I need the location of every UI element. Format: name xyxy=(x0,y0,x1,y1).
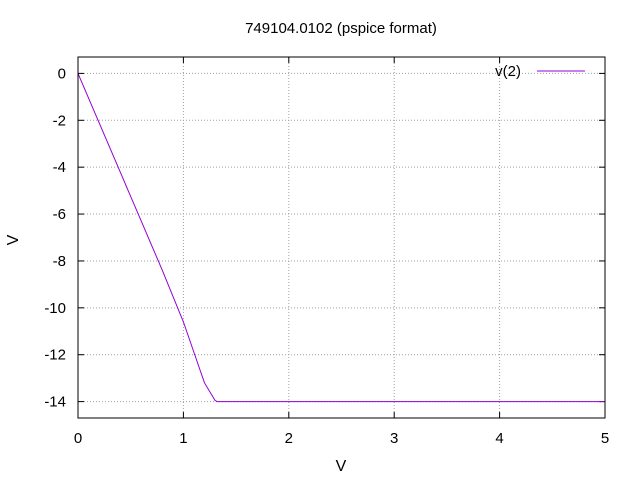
y-tick-label: -6 xyxy=(53,206,66,223)
y-tick-label: -2 xyxy=(53,112,66,129)
plot-frame xyxy=(77,56,606,419)
series-line-v2 xyxy=(77,73,605,403)
x-tick-label: 5 xyxy=(601,430,609,447)
chart-title: 749104.0102 (pspice format) xyxy=(245,20,437,37)
y-tick-label: -12 xyxy=(44,347,66,364)
legend-label: v(2) xyxy=(495,63,521,80)
x-tick-label: 2 xyxy=(285,430,293,447)
plot-area xyxy=(77,73,605,403)
grid xyxy=(78,57,605,418)
x-axis-label: V xyxy=(336,458,347,475)
x-tick-label: 1 xyxy=(179,430,187,447)
y-tick-label: -14 xyxy=(44,394,66,411)
y-tick-label: 0 xyxy=(58,65,66,82)
y-tick-label: -4 xyxy=(53,159,66,176)
y-tick-label: -10 xyxy=(44,300,66,317)
x-tick-label: 0 xyxy=(74,430,82,447)
y-axis-label: V xyxy=(5,234,22,245)
x-tick-label: 3 xyxy=(390,430,398,447)
axis-ticks: 0 1 2 3 4 5 0 -2 -4 -6 -8 -10 -12 -14 xyxy=(44,57,609,447)
legend: v(2) xyxy=(495,63,585,80)
x-tick-label: 4 xyxy=(495,430,503,447)
y-tick-label: -8 xyxy=(53,253,66,270)
